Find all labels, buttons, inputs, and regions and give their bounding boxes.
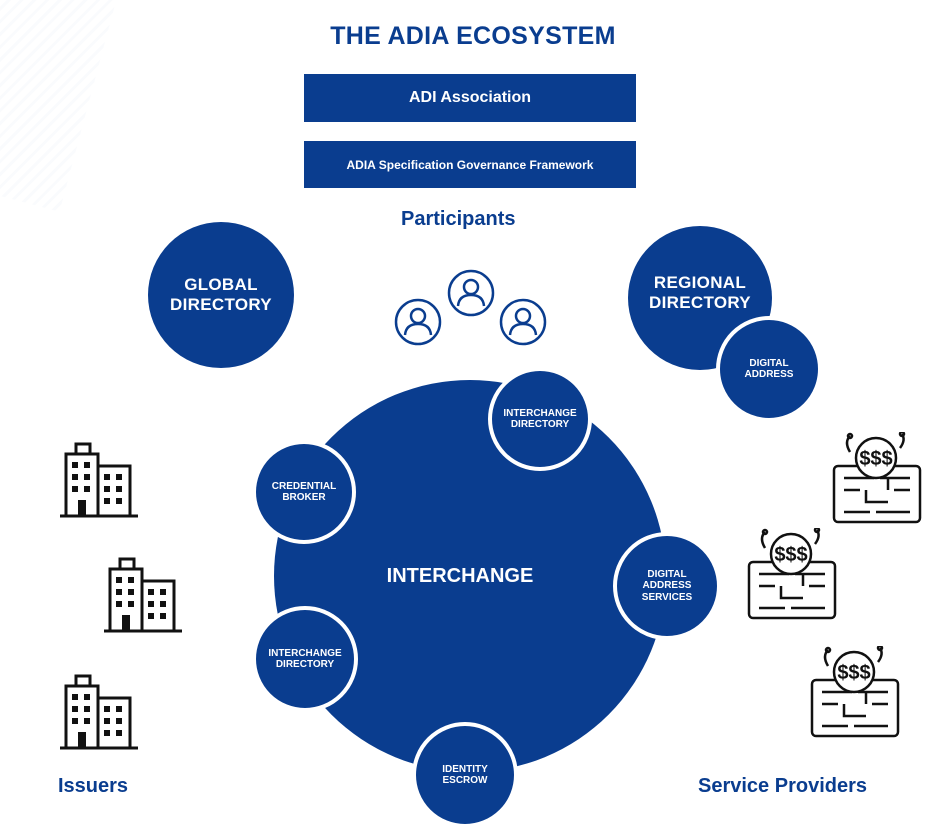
svg-text:$$$: $$$ — [837, 662, 870, 684]
global-directory-line1: GLOBAL — [184, 275, 258, 295]
participants-heading: Participants — [401, 208, 516, 230]
svg-text:$$$: $$$ — [859, 448, 892, 470]
regional-directory-line1: REGIONAL — [653, 273, 747, 292]
payment-terminal-icon: $$$ — [747, 528, 837, 620]
global-directory-circle: GLOBAL DIRECTORY — [148, 222, 294, 368]
regional-directory-circle: REGIONAL DIRECTORY — [628, 226, 772, 370]
adi-association-bar: ADI Association — [304, 74, 636, 122]
governance-framework-bar: ADIA Specification Governance Framework — [304, 141, 636, 188]
interchange-circle: INTERCHANGE — [274, 380, 666, 772]
digital-address-services-node: DIGITAL ADDRESS SERVICES — [613, 532, 721, 640]
digital-address-line2: ADDRESS — [744, 369, 794, 380]
node-label-line: SERVICES — [641, 591, 693, 603]
node-label-line: ADDRESS — [642, 580, 692, 592]
node-label-line: ESCROW — [442, 775, 488, 786]
user-circle-icon — [394, 298, 442, 346]
interchange-label: INTERCHANGE — [386, 564, 534, 587]
user-circle-icon — [447, 269, 495, 317]
global-directory-line2: DIRECTORY — [170, 295, 272, 314]
user-circle-icon — [499, 298, 547, 346]
credential-broker-node: CREDENTIAL BROKER — [252, 440, 356, 544]
payment-terminal-icon: $$$ — [832, 432, 922, 524]
svg-text:$$$: $$$ — [774, 544, 807, 566]
regional-directory-line2: DIRECTORY — [649, 292, 751, 312]
node-label-line: CREDENTIAL — [271, 480, 337, 492]
identity-escrow-node: IDENTITY ESCROW — [412, 722, 518, 828]
node-label-line: INTERCHANGE — [503, 407, 577, 419]
service-providers-label: Service Providers — [698, 775, 867, 797]
interchange-directory-node-left: INTERCHANGE DIRECTORY — [252, 606, 358, 712]
node-label-line: BROKER — [282, 492, 326, 503]
page-title: THE ADIA ECOSYSTEM — [330, 22, 616, 50]
node-label-line: DIGITAL — [647, 568, 687, 580]
node-label-line: INTERCHANGE — [268, 647, 342, 659]
digital-address-circle: DIGITAL ADDRESS — [716, 316, 822, 422]
building-icon — [60, 442, 138, 518]
issuers-label: Issuers — [58, 775, 129, 797]
node-label-line: DIRECTORY — [510, 419, 570, 430]
digital-address-line1: DIGITAL — [749, 357, 789, 369]
building-icon — [104, 557, 182, 633]
interchange-directory-node-top: INTERCHANGE DIRECTORY — [488, 367, 592, 471]
participants-group — [394, 269, 547, 346]
payment-terminal-icon: $$$ — [810, 646, 900, 738]
node-label-line: DIRECTORY — [275, 659, 335, 670]
node-label-line: IDENTITY — [442, 763, 488, 775]
building-icon — [60, 674, 138, 750]
